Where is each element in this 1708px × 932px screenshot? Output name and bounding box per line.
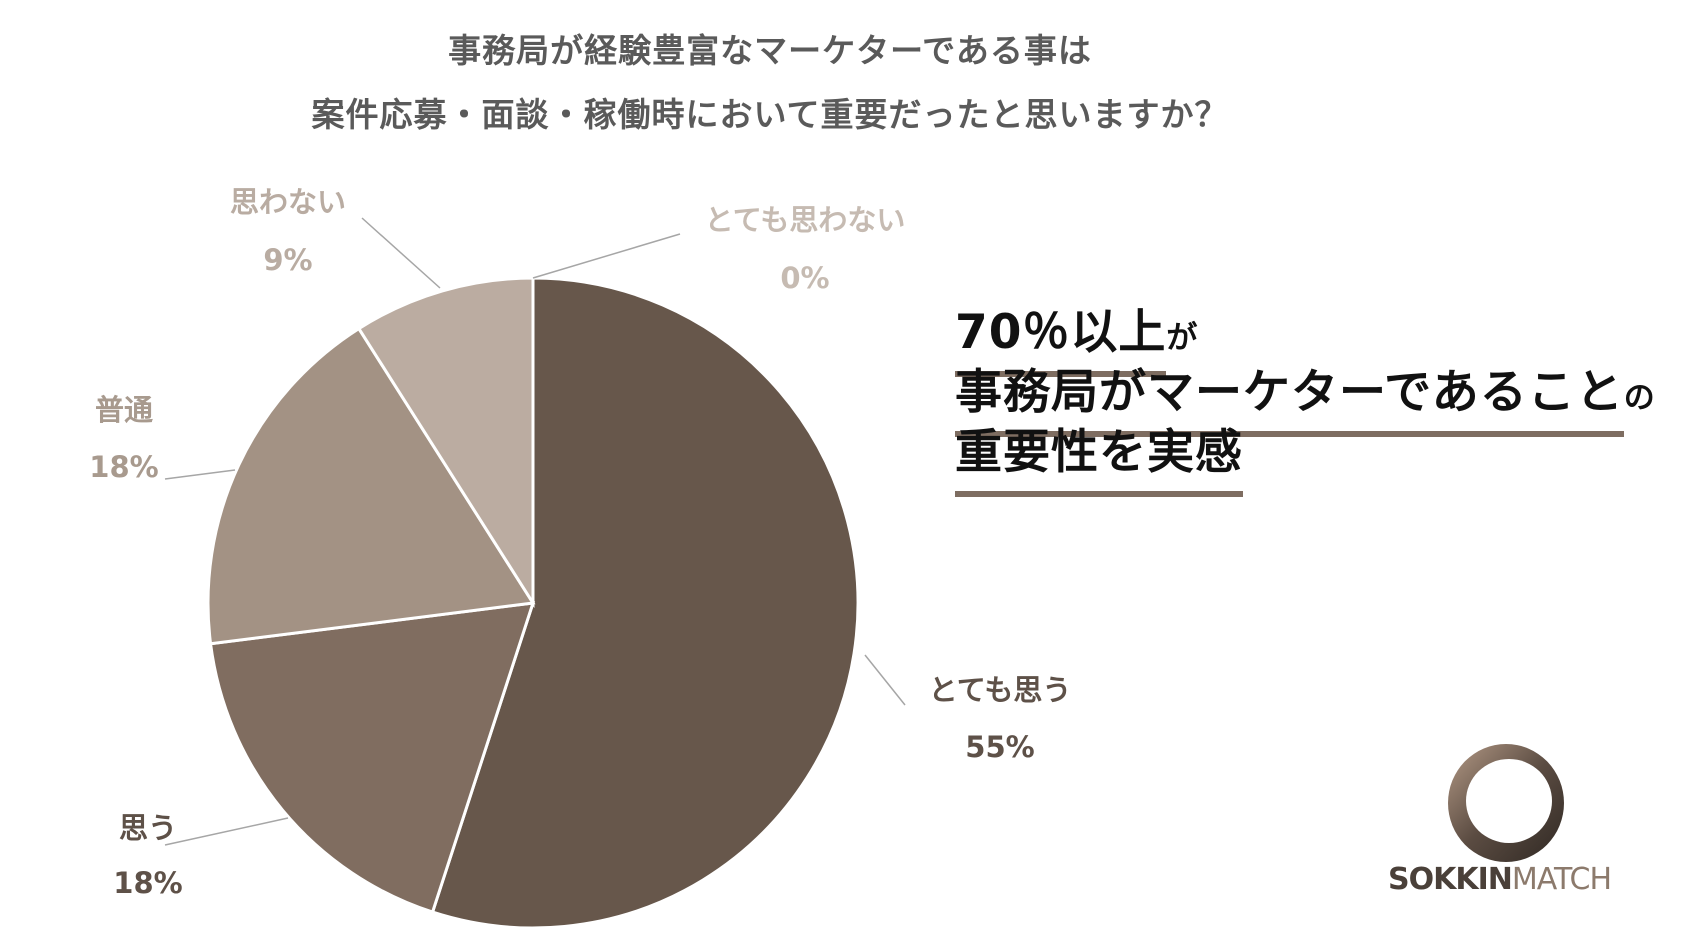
logo-text-light: MATCH <box>1511 862 1612 897</box>
slice-percent-label: 55% <box>965 730 1034 764</box>
callout-line2-particle: の <box>1623 380 1655 416</box>
slice-percent-label: 18% <box>89 450 158 484</box>
slice-percent-label: 9% <box>263 243 312 277</box>
callout-line3-main: 重要性を実感 <box>955 425 1243 480</box>
pie-slice <box>430 276 860 930</box>
chart-title-line1: 事務局が経験豊富なマーケターである事は <box>448 31 1092 70</box>
callout-line1-main: 70％以上 <box>955 305 1167 360</box>
slice-category-label: 普通 <box>95 393 153 427</box>
callout-line3: 重要性を実感 <box>955 425 1243 497</box>
callout-line2-main: 事務局がマーケターであること <box>955 365 1624 420</box>
leader-line <box>164 817 289 846</box>
logo-text-bold: SOKKIN <box>1388 862 1513 897</box>
callout-line1: 70％以上が <box>955 305 1197 377</box>
slice-percent-label: 18% <box>113 866 182 900</box>
chart-title-line2: 案件応募・面談・稼働時において重要だったと思いますか？ <box>311 95 1229 134</box>
leader-line <box>864 654 906 706</box>
slice-category-label: とても思う <box>929 673 1072 707</box>
slice-category-label: 思う <box>119 811 177 845</box>
sokkinmatch-logo-icon <box>1448 744 1564 862</box>
slice-category-label: とても思わない <box>705 203 906 237</box>
pie-slice <box>356 276 535 609</box>
leader-line <box>532 233 681 279</box>
pie-slice <box>206 326 536 646</box>
leader-line <box>361 217 441 289</box>
callout-line1-particle: が <box>1166 320 1198 356</box>
sokkinmatch-logo-text: SOKKINMATCH <box>1388 862 1612 897</box>
slice-percent-label: 0% <box>780 261 829 295</box>
slice-category-label: 思わない <box>230 185 346 219</box>
leader-line <box>164 469 236 480</box>
pie-slice <box>208 601 536 914</box>
callout-line2: 事務局がマーケターであることの <box>955 365 1655 437</box>
